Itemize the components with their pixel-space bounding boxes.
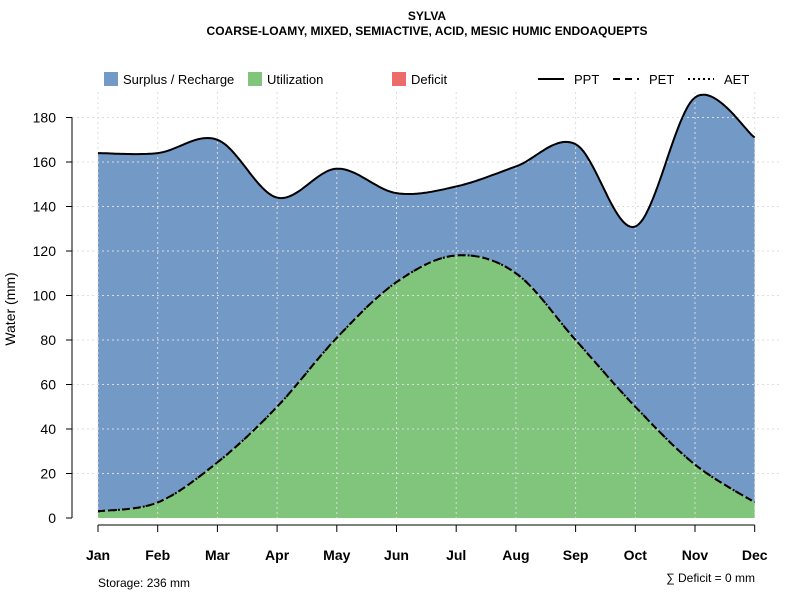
legend-label-aet: AET [724, 72, 749, 87]
series-line-ppt [98, 93, 756, 229]
y-tick-label: 180 [33, 110, 57, 126]
legend-label-ppt: PPT [574, 72, 599, 87]
surplus-area [98, 94, 755, 512]
x-tick-label: Dec [742, 547, 768, 563]
x-tick-label: Jan [86, 547, 110, 563]
y-tick-label: 160 [33, 154, 57, 170]
y-tick-label: 60 [40, 377, 56, 393]
legend-swatch-surplus [104, 72, 118, 86]
chart-subtitle: COARSE-LOAMY, MIXED, SEMIACTIVE, ACID, M… [207, 24, 648, 38]
x-tick-label: Oct [624, 547, 648, 563]
legend-swatch-deficit [392, 72, 406, 86]
x-tick-label: Nov [682, 547, 709, 563]
legend: Surplus / Recharge Utilization Deficit P… [104, 72, 749, 87]
x-tick-label: May [323, 547, 350, 563]
storage-note: Storage: 236 mm [98, 576, 190, 590]
x-tick-label: Apr [265, 547, 290, 563]
chart-title: SYLVA [408, 9, 447, 23]
x-tick-label: Mar [205, 547, 230, 563]
legend-label-pet: PET [649, 72, 674, 87]
y-tick-label: 100 [33, 288, 57, 304]
legend-label-utilization: Utilization [267, 72, 323, 87]
x-tick-label: Jun [384, 547, 409, 563]
series-line-aet [97, 254, 756, 513]
y-tick-label: 40 [40, 421, 56, 437]
y-tick-label: 140 [33, 199, 57, 215]
plot-area: 0 20 40 60 80 100 120 140 160 180 Jan Feb Mar Apr May J… [33, 92, 780, 563]
legend-label-surplus: Surplus / Recharge [123, 72, 234, 87]
y-tick-label: 120 [33, 243, 57, 259]
x-tick-label: Feb [145, 547, 170, 563]
y-tick-label: 80 [40, 332, 56, 348]
legend-label-deficit: Deficit [411, 72, 448, 87]
legend-swatch-utilization [248, 72, 262, 86]
y-axis-label: Water (mm) [2, 272, 18, 345]
utilization-area [98, 255, 755, 518]
y-tick-label: 0 [48, 510, 56, 526]
y-tick-label: 20 [40, 466, 56, 482]
x-tick-label: Jul [446, 547, 466, 563]
x-tick-label: Sep [563, 547, 589, 563]
x-tick-label: Aug [502, 547, 529, 563]
deficit-note: ∑ Deficit = 0 mm [666, 571, 755, 585]
